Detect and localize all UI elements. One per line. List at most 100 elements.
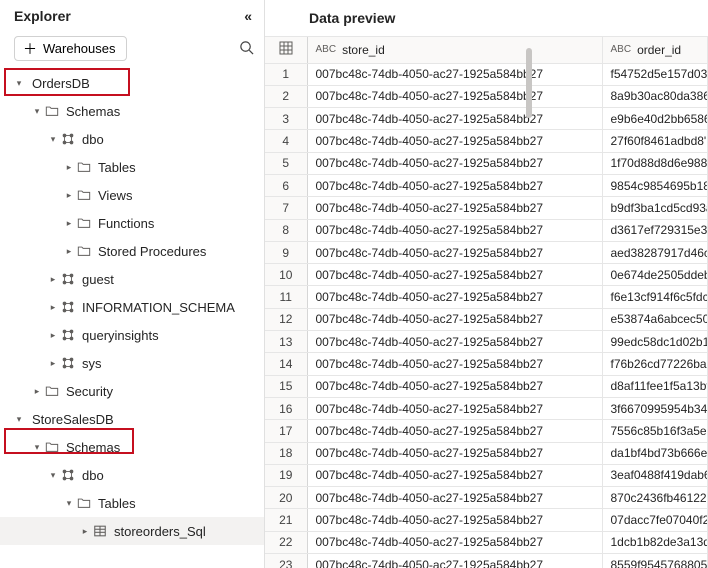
row-number-header[interactable] [265, 37, 307, 63]
cell-order-id[interactable]: 99edc58dc1d02b11 [602, 331, 708, 353]
cell-store-id[interactable]: 007bc48c-74db-4050-ac27-1925a584bb27 [307, 464, 602, 486]
cell-order-id[interactable]: 27f60f8461adbd8' [602, 130, 708, 152]
table-row[interactable]: 18007bc48c-74db-4050-ac27-1925a584bb27da… [265, 442, 708, 464]
cell-order-id[interactable]: 9854c9854695b185 [602, 174, 708, 196]
table-row[interactable]: 14007bc48c-74db-4050-ac27-1925a584bb27f7… [265, 353, 708, 375]
table-row[interactable]: 9007bc48c-74db-4050-ac27-1925a584bb27aed… [265, 241, 708, 263]
cell-store-id[interactable]: 007bc48c-74db-4050-ac27-1925a584bb27 [307, 331, 602, 353]
cell-order-id[interactable]: f6e13cf914f6c5fdc [602, 286, 708, 308]
cell-order-id[interactable]: 7556c85b16f3a5e8 [602, 420, 708, 442]
chevron-down-icon[interactable]: ▾ [30, 106, 44, 117]
cell-store-id[interactable]: 007bc48c-74db-4050-ac27-1925a584bb27 [307, 420, 602, 442]
cell-store-id[interactable]: 007bc48c-74db-4050-ac27-1925a584bb27 [307, 219, 602, 241]
table-row[interactable]: 20007bc48c-74db-4050-ac27-1925a584bb2787… [265, 487, 708, 509]
cell-order-id[interactable]: d3617ef729315e39 [602, 219, 708, 241]
chevron-down-icon[interactable]: ▾ [30, 442, 44, 453]
row-number-cell[interactable]: 10 [265, 264, 307, 286]
table-row[interactable]: 1007bc48c-74db-4050-ac27-1925a584bb27f54… [265, 63, 708, 85]
row-number-cell[interactable]: 1 [265, 63, 307, 85]
cell-store-id[interactable]: 007bc48c-74db-4050-ac27-1925a584bb27 [307, 85, 602, 107]
tree-node[interactable]: ▸storeorders_Sql [0, 517, 264, 545]
cell-order-id[interactable]: e53874a6abcec503 [602, 308, 708, 330]
row-number-cell[interactable]: 19 [265, 464, 307, 486]
table-row[interactable]: 16007bc48c-74db-4050-ac27-1925a584bb273f… [265, 397, 708, 419]
chevron-right-icon[interactable]: ▸ [62, 190, 76, 201]
tree-node[interactable]: ▸sys [0, 349, 264, 377]
tree-node[interactable]: ▸guest [0, 265, 264, 293]
cell-store-id[interactable]: 007bc48c-74db-4050-ac27-1925a584bb27 [307, 286, 602, 308]
chevron-down-icon[interactable]: ▾ [12, 414, 26, 425]
table-row[interactable]: 22007bc48c-74db-4050-ac27-1925a584bb271d… [265, 531, 708, 553]
cell-order-id[interactable]: 8a9b30ac80da386( [602, 85, 708, 107]
tree-node[interactable]: ▾Schemas [0, 97, 264, 125]
tree-node[interactable]: ▸queryinsights [0, 321, 264, 349]
chevron-right-icon[interactable]: ▸ [62, 246, 76, 257]
tree-node[interactable]: ▸Functions [0, 209, 264, 237]
table-row[interactable]: 13007bc48c-74db-4050-ac27-1925a584bb2799… [265, 331, 708, 353]
row-number-cell[interactable]: 9 [265, 241, 307, 263]
table-row[interactable]: 23007bc48c-74db-4050-ac27-1925a584bb2785… [265, 554, 708, 568]
cell-store-id[interactable]: 007bc48c-74db-4050-ac27-1925a584bb27 [307, 442, 602, 464]
cell-store-id[interactable]: 007bc48c-74db-4050-ac27-1925a584bb27 [307, 108, 602, 130]
cell-store-id[interactable]: 007bc48c-74db-4050-ac27-1925a584bb27 [307, 152, 602, 174]
cell-store-id[interactable]: 007bc48c-74db-4050-ac27-1925a584bb27 [307, 375, 602, 397]
tree-node[interactable]: ▾Tables [0, 489, 264, 517]
row-number-cell[interactable]: 2 [265, 85, 307, 107]
tree-node[interactable]: ▾StoreSalesDB [0, 405, 264, 433]
row-number-cell[interactable]: 11 [265, 286, 307, 308]
table-row[interactable]: 2007bc48c-74db-4050-ac27-1925a584bb278a9… [265, 85, 708, 107]
chevron-right-icon[interactable]: ▸ [62, 162, 76, 173]
row-number-cell[interactable]: 6 [265, 174, 307, 196]
cell-store-id[interactable]: 007bc48c-74db-4050-ac27-1925a584bb27 [307, 308, 602, 330]
cell-order-id[interactable]: 8559f9545768805: [602, 554, 708, 568]
chevron-right-icon[interactable]: ▸ [78, 526, 92, 537]
cell-store-id[interactable]: 007bc48c-74db-4050-ac27-1925a584bb27 [307, 241, 602, 263]
row-number-cell[interactable]: 21 [265, 509, 307, 531]
table-row[interactable]: 15007bc48c-74db-4050-ac27-1925a584bb27d8… [265, 375, 708, 397]
table-row[interactable]: 11007bc48c-74db-4050-ac27-1925a584bb27f6… [265, 286, 708, 308]
chevron-down-icon[interactable]: ▾ [46, 470, 60, 481]
cell-order-id[interactable]: da1bf4bd73b666e( [602, 442, 708, 464]
row-number-cell[interactable]: 15 [265, 375, 307, 397]
cell-store-id[interactable]: 007bc48c-74db-4050-ac27-1925a584bb27 [307, 264, 602, 286]
chevron-down-icon[interactable]: ▾ [12, 78, 26, 89]
table-row[interactable]: 7007bc48c-74db-4050-ac27-1925a584bb27b9d… [265, 197, 708, 219]
cell-order-id[interactable]: b9df3ba1cd5cd93a [602, 197, 708, 219]
column-header-order-id[interactable]: ABC order_id [602, 37, 708, 63]
chevron-right-icon[interactable]: ▸ [46, 302, 60, 313]
cell-store-id[interactable]: 007bc48c-74db-4050-ac27-1925a584bb27 [307, 197, 602, 219]
chevron-right-icon[interactable]: ▸ [46, 274, 60, 285]
row-number-cell[interactable]: 12 [265, 308, 307, 330]
row-number-cell[interactable]: 23 [265, 554, 307, 568]
row-number-cell[interactable]: 17 [265, 420, 307, 442]
tree-node[interactable]: ▾dbo [0, 461, 264, 489]
cell-store-id[interactable]: 007bc48c-74db-4050-ac27-1925a584bb27 [307, 63, 602, 85]
explorer-scroll-thumb[interactable] [526, 48, 532, 118]
table-row[interactable]: 21007bc48c-74db-4050-ac27-1925a584bb2707… [265, 509, 708, 531]
tree-node[interactable]: ▸Security [0, 377, 264, 405]
cell-order-id[interactable]: 07dacc7fe07040f2( [602, 509, 708, 531]
chevron-right-icon[interactable]: ▸ [46, 358, 60, 369]
search-icon[interactable] [239, 40, 254, 58]
cell-order-id[interactable]: 3eaf0488f419dab6 [602, 464, 708, 486]
cell-order-id[interactable]: aed38287917d46c( [602, 241, 708, 263]
row-number-cell[interactable]: 18 [265, 442, 307, 464]
table-row[interactable]: 8007bc48c-74db-4050-ac27-1925a584bb27d36… [265, 219, 708, 241]
row-number-cell[interactable]: 8 [265, 219, 307, 241]
cell-order-id[interactable]: 1f70d88d8d6e988( [602, 152, 708, 174]
table-row[interactable]: 4007bc48c-74db-4050-ac27-1925a584bb2727f… [265, 130, 708, 152]
row-number-cell[interactable]: 16 [265, 397, 307, 419]
table-row[interactable]: 3007bc48c-74db-4050-ac27-1925a584bb27e9b… [265, 108, 708, 130]
chevron-down-icon[interactable]: ▾ [62, 498, 76, 509]
cell-order-id[interactable]: 870c2436fb461222 [602, 487, 708, 509]
row-number-cell[interactable]: 3 [265, 108, 307, 130]
cell-order-id[interactable]: f54752d5e157d03f [602, 63, 708, 85]
tree-node[interactable]: ▾dbo [0, 125, 264, 153]
tree-node[interactable]: ▸Stored Procedures [0, 237, 264, 265]
column-header-store-id[interactable]: ABC store_id [307, 37, 602, 63]
tree-node[interactable]: ▾Schemas [0, 433, 264, 461]
chevron-right-icon[interactable]: ▸ [62, 218, 76, 229]
tree-node[interactable]: ▸INFORMATION_SCHEMA [0, 293, 264, 321]
tree-node[interactable]: ▾OrdersDB [0, 69, 264, 97]
cell-order-id[interactable]: d8af11fee1f5a13bf [602, 375, 708, 397]
